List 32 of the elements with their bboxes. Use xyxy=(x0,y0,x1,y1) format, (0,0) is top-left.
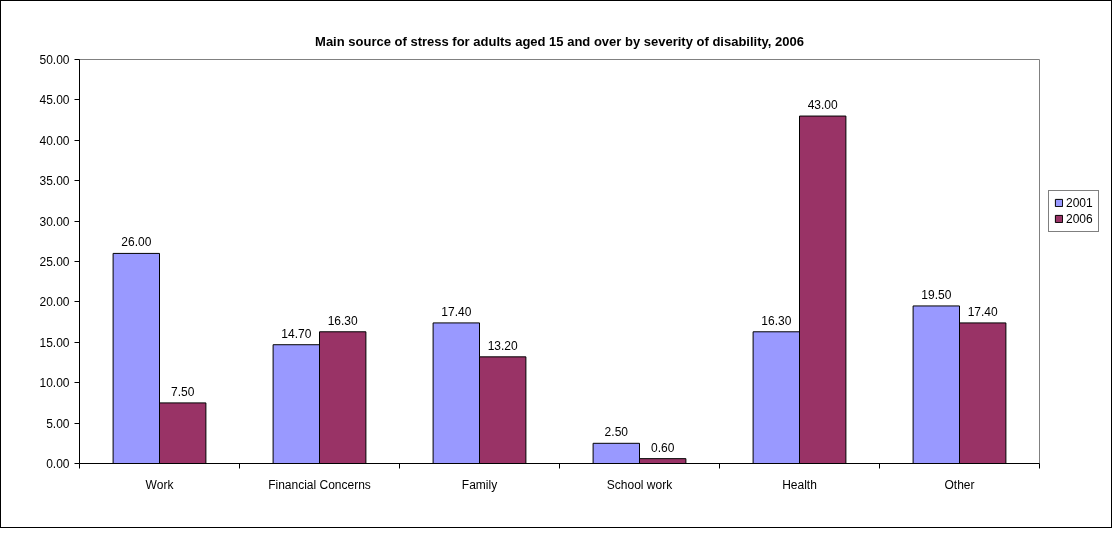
data-label: 0.60 xyxy=(651,440,675,455)
data-label: 19.50 xyxy=(921,287,952,302)
data-label: 17.40 xyxy=(967,304,999,319)
data-label: 26.00 xyxy=(121,235,152,250)
y-tick-label: 5.00 xyxy=(46,416,70,431)
chart-title: Main source of stress for adults aged 15 and over by severity of disability, 2006 xyxy=(315,33,804,49)
data-label: 16.30 xyxy=(761,313,792,328)
data-label: 16.30 xyxy=(327,313,359,328)
data-label: 13.20 xyxy=(487,338,519,353)
data-label: 43.00 xyxy=(807,98,839,113)
y-tick-label: 20.00 xyxy=(39,295,70,310)
x-tick-label: Other xyxy=(944,477,975,492)
y-tick-label: 15.00 xyxy=(39,335,70,350)
x-tick-label: Health xyxy=(782,477,817,492)
data-label: 7.50 xyxy=(171,384,195,399)
x-tick-label: Financial Concerns xyxy=(268,477,371,492)
x-tick-label: School work xyxy=(606,477,674,492)
y-tick-label: 35.00 xyxy=(39,174,70,189)
y-tick-label: 30.00 xyxy=(39,214,70,229)
data-label: 2.50 xyxy=(604,425,629,440)
x-tick-label: Family xyxy=(461,477,498,492)
y-tick-label: 40.00 xyxy=(39,133,70,148)
y-tick-label: 10.00 xyxy=(39,376,70,391)
y-tick-label: 0.00 xyxy=(46,457,70,471)
y-tick-label: 45.00 xyxy=(39,93,70,108)
data-label: 17.40 xyxy=(441,304,472,319)
y-tick-label: 50.00 xyxy=(39,53,70,67)
legend-label: 2001 xyxy=(1066,195,1093,210)
legend-label: 2006 xyxy=(1066,211,1093,226)
data-label: 14.70 xyxy=(281,326,312,341)
x-tick-label: Work xyxy=(145,477,175,492)
y-tick-label: 25.00 xyxy=(39,255,70,269)
